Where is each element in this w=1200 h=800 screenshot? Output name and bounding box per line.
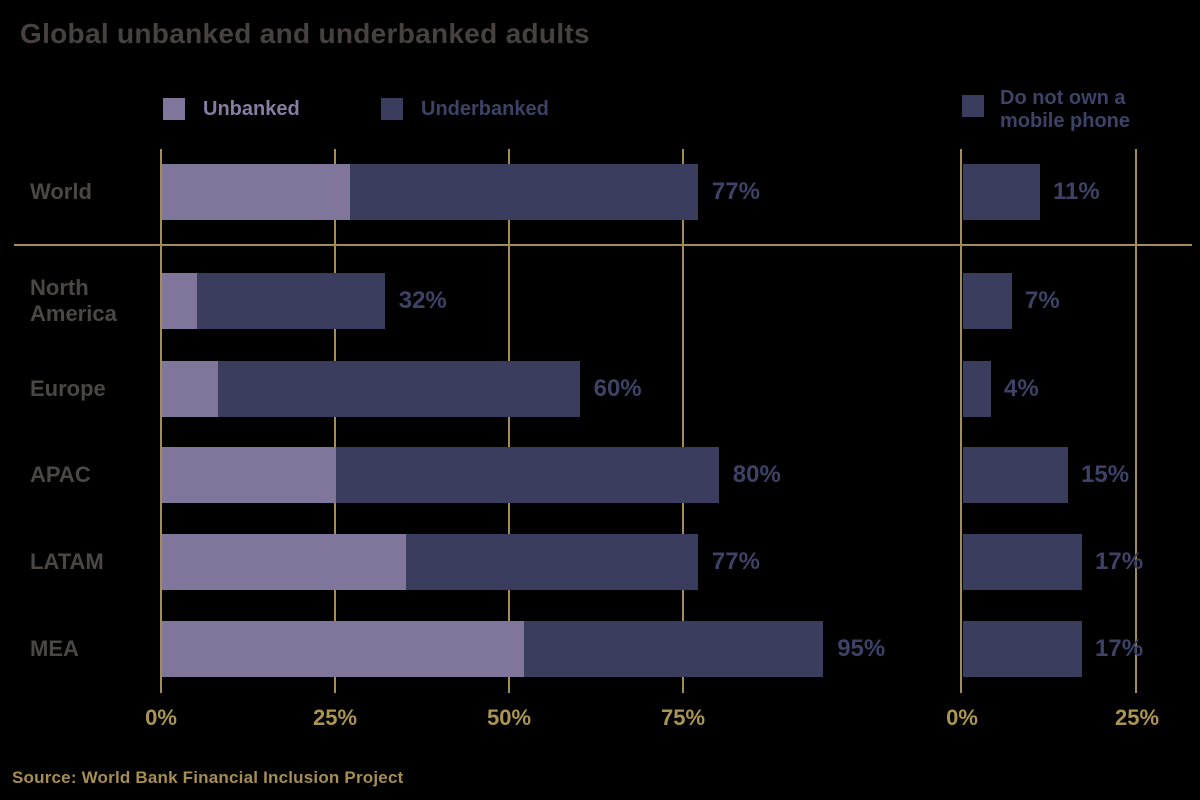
mobile-bar <box>963 534 1082 590</box>
stacked-bar <box>162 164 698 220</box>
row-label: Europe <box>30 376 106 401</box>
bar-unbanked-segment <box>162 534 406 590</box>
unbanked-swatch-icon <box>163 98 185 120</box>
underbanked-swatch-icon <box>381 98 403 120</box>
bar-underbanked-segment <box>196 273 385 329</box>
gridline-left-0% <box>160 149 162 693</box>
bar-total-label: 32% <box>398 287 447 314</box>
left-axis-tick-label: 50% <box>486 705 532 730</box>
bar-underbanked-segment <box>349 164 698 220</box>
bar-unbanked-segment <box>162 447 336 503</box>
mobile-bar <box>963 447 1068 503</box>
row-label: World <box>30 179 92 204</box>
mobile-legend-line1: Do not own a <box>1000 87 1126 109</box>
mobile-bar-label: 17% <box>1095 635 1144 662</box>
mobile-bar-label: 7% <box>1025 287 1060 314</box>
mobile-bar-label: 11% <box>1053 178 1100 205</box>
bar-unbanked-segment <box>162 164 350 220</box>
bar-total-label: 77% <box>711 178 760 205</box>
mobile-bar-label: 4% <box>1004 375 1039 402</box>
gridline-left-75% <box>682 149 684 693</box>
left-axis-tick-label: 0% <box>145 705 177 730</box>
left-axis-tick-label: 25% <box>312 705 358 730</box>
mobile-bar <box>963 361 991 417</box>
mobile-bar-label: 15% <box>1081 461 1130 488</box>
bar-total-label: 95% <box>837 635 886 662</box>
left-axis-tick-label: 75% <box>660 705 706 730</box>
stacked-bar <box>162 361 580 417</box>
gridline-left-25% <box>334 149 336 693</box>
bar-unbanked-segment <box>162 621 524 677</box>
row-label: LATAM <box>30 549 104 574</box>
mobile-legend-label: Do not own a mobile phone <box>1000 87 1130 133</box>
row-label: APAC <box>30 462 91 487</box>
bar-underbanked-segment <box>217 361 580 417</box>
bar-underbanked-segment <box>523 621 824 677</box>
page-title: Global unbanked and underbanked adults <box>20 18 590 49</box>
bar-total-label: 80% <box>732 461 781 488</box>
bar-underbanked-segment <box>405 534 698 590</box>
mobile-bar-label: 17% <box>1095 548 1144 575</box>
separator-line <box>14 244 1192 246</box>
source-note: Source: World Bank Financial Inclusion P… <box>12 768 404 787</box>
stacked-bar <box>162 447 719 503</box>
mobile-bar <box>963 273 1012 329</box>
gridline-left-50% <box>508 149 510 693</box>
legend-item-underbanked: Underbanked <box>381 97 549 121</box>
bar-total-label: 77% <box>711 548 760 575</box>
legend-underbanked-label: Underbanked <box>421 97 549 120</box>
right-axis-tick-label: 25% <box>1114 705 1160 730</box>
row-label: MEA <box>30 636 79 661</box>
gridline-right-0% <box>960 149 962 693</box>
mobile-bar <box>963 164 1040 220</box>
mobile-legend-line2: mobile phone <box>1000 110 1130 132</box>
legend-unbanked-label: Unbanked <box>203 97 300 120</box>
bar-unbanked-segment <box>162 361 218 417</box>
legend-item-unbanked: Unbanked <box>163 97 300 121</box>
bar-unbanked-segment <box>162 273 197 329</box>
mobile-bar <box>963 621 1082 677</box>
right-axis-tick-label: 0% <box>946 705 978 730</box>
bar-underbanked-segment <box>336 447 719 503</box>
bar-total-label: 60% <box>593 375 642 402</box>
stacked-bar <box>162 534 698 590</box>
row-label: North America <box>30 275 117 326</box>
stacked-bar <box>162 273 385 329</box>
stacked-bar <box>162 621 824 677</box>
mobile-legend-swatch-icon <box>962 95 984 117</box>
gridline-right-25% <box>1135 149 1137 693</box>
